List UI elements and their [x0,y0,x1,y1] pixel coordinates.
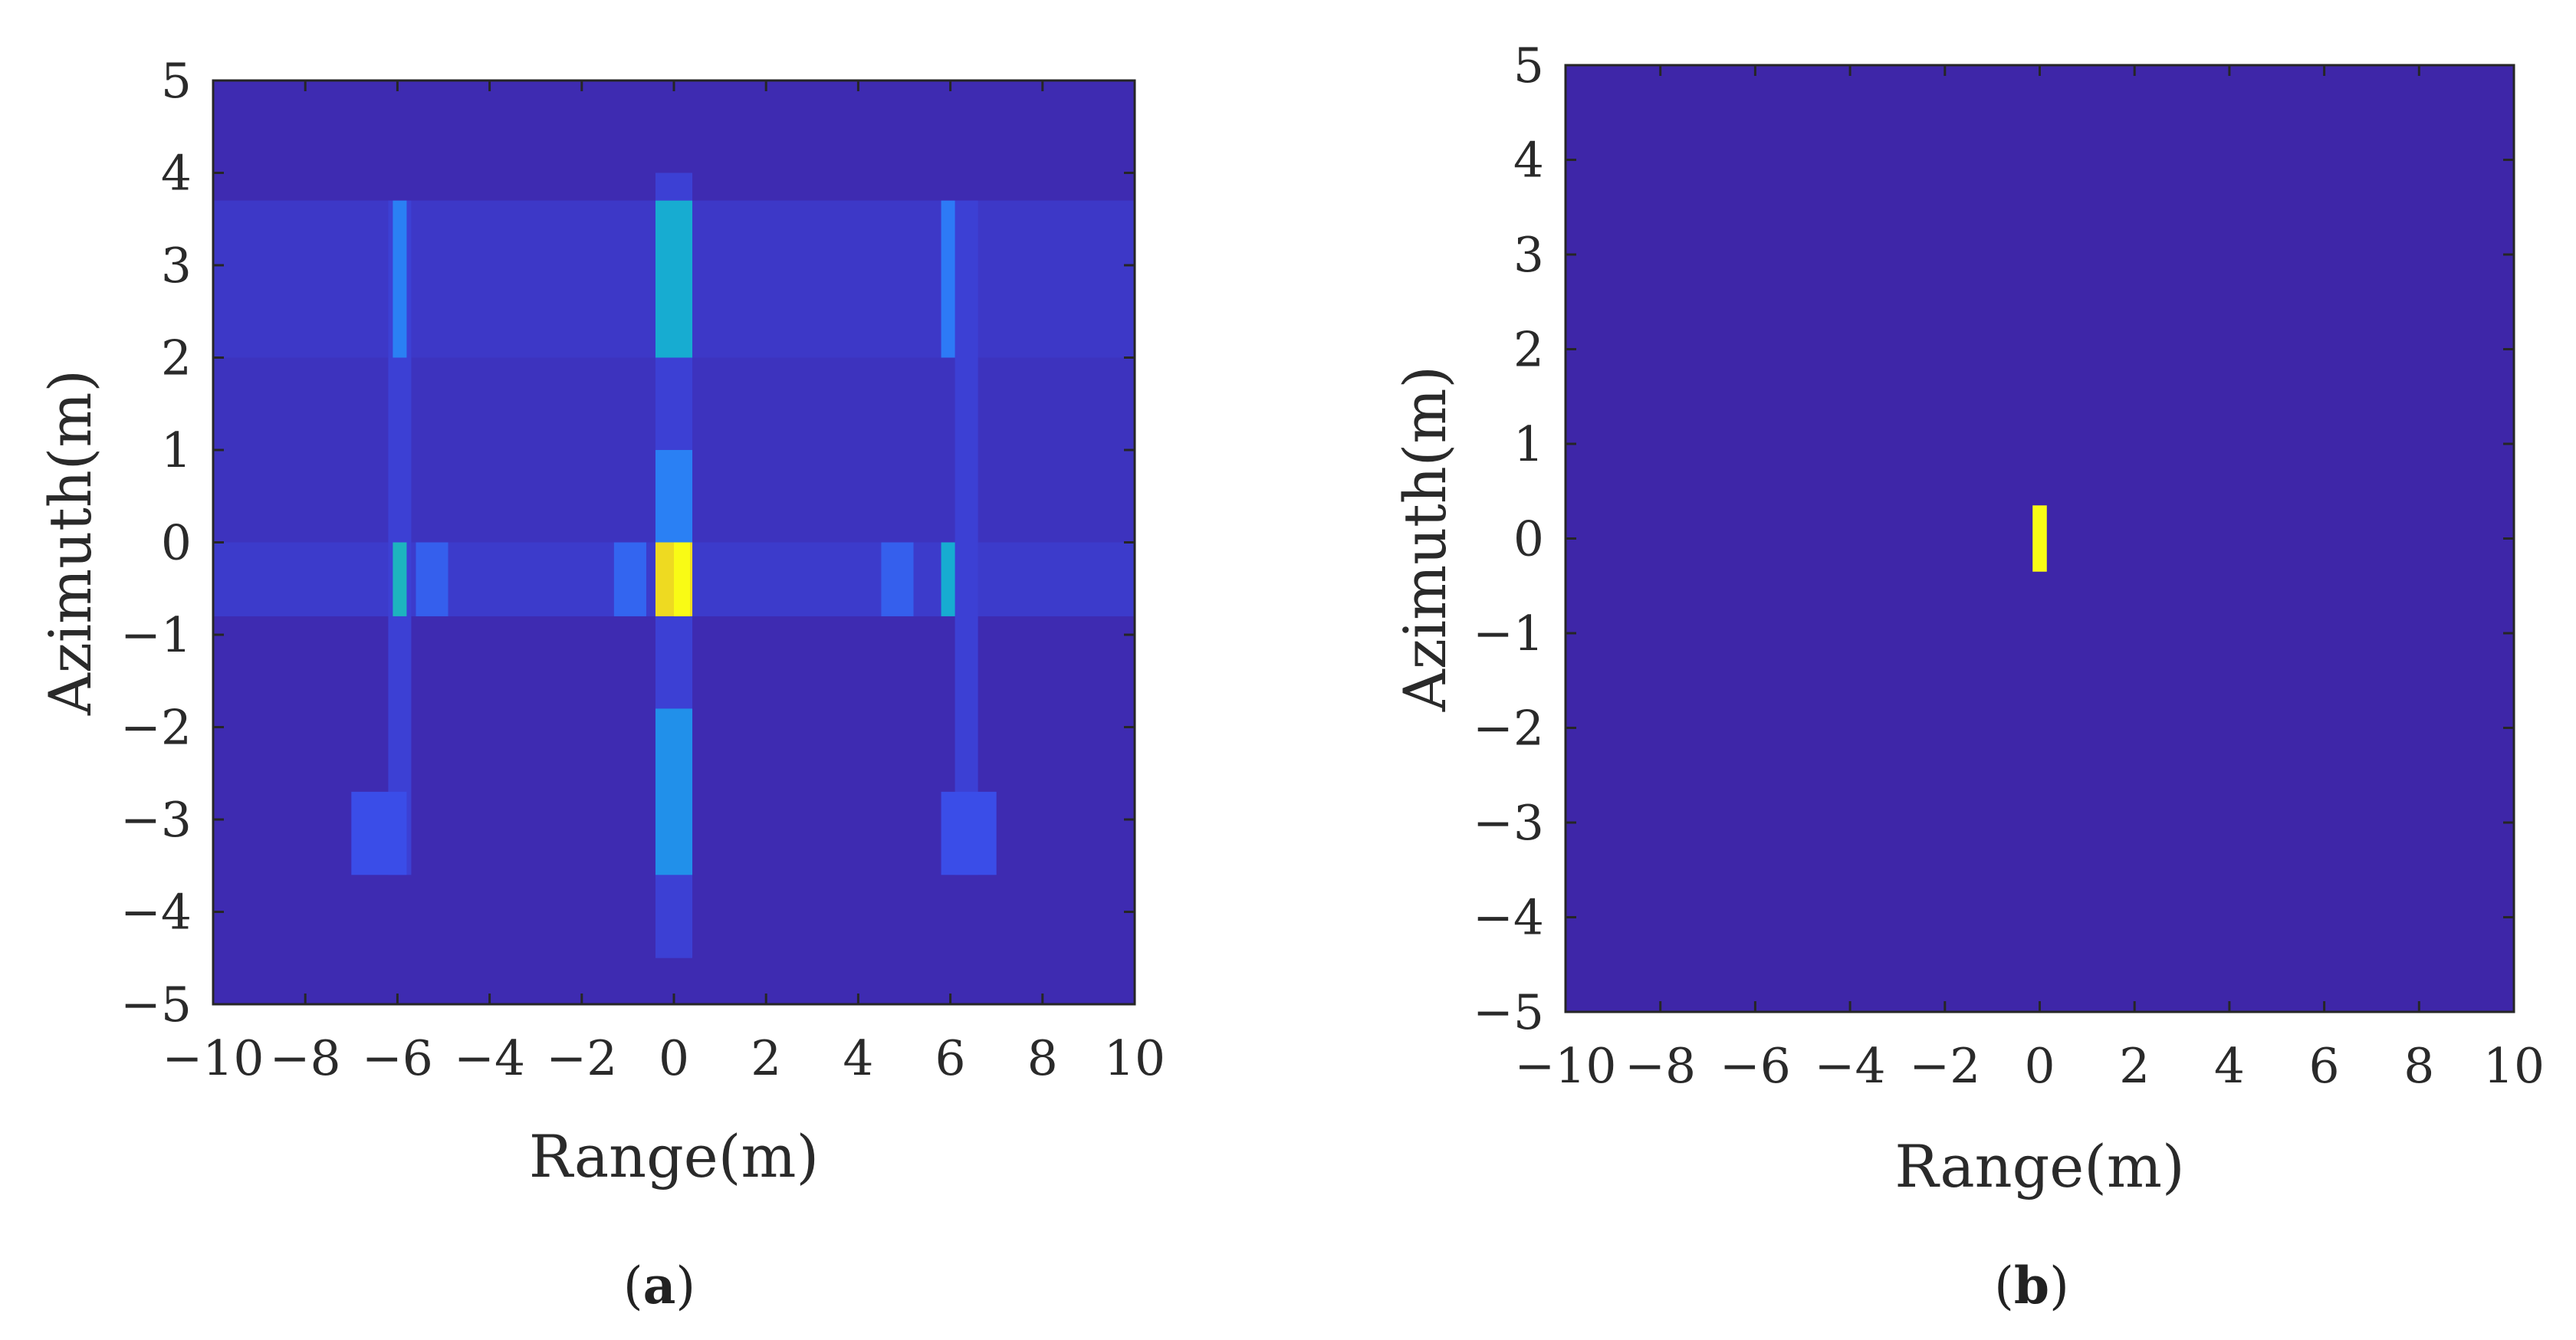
heatmap-cell [941,542,955,616]
y-tick-label: −3 [1473,795,1544,851]
heatmap-cell [881,542,914,616]
x-tick-label: 4 [843,1030,873,1086]
x-tick-label: 8 [2404,1038,2434,1094]
x-tick-label: 8 [1027,1030,1058,1086]
y-tick-label: −4 [120,885,192,941]
x-tick-label: −4 [454,1030,525,1086]
y-tick-label: 5 [1513,38,1544,94]
heatmap-cell [613,542,646,616]
y-tick-label: −2 [120,700,192,756]
y-tick-label: 0 [161,515,192,571]
x-tick-label: −8 [1625,1038,1696,1094]
x-tick-label: −2 [546,1030,617,1086]
heatmap-cell [393,542,407,616]
heatmap-cell [416,542,449,616]
heatmap-cell [674,542,691,616]
x-tick-label: 6 [2309,1038,2340,1094]
x-tick-label: 0 [659,1030,689,1086]
y-tick-label: 0 [1513,511,1544,567]
x-tick-label: 4 [2214,1038,2245,1094]
x-tick-label: −10 [1515,1038,1617,1094]
x-tick-label: −10 [163,1030,264,1086]
panel-caption: (a) [623,1256,695,1315]
x-axis-label: Range(m) [1894,1132,2184,1200]
x-tick-label: −4 [1815,1038,1886,1094]
y-tick-label: 1 [1513,416,1544,472]
x-tick-label: −6 [362,1030,433,1086]
y-tick-label: −1 [120,607,192,663]
y-tick-label: 4 [1513,133,1544,189]
heatmap-cell [655,450,693,543]
x-axis-label: Range(m) [529,1122,819,1191]
x-tick-label: 10 [1104,1030,1165,1086]
panel-caption-letter: a [643,1256,676,1315]
heatmap-cell [2032,505,2047,572]
y-axis-label: Azimuth(m) [36,369,104,716]
y-tick-label: −3 [120,792,192,848]
y-tick-label: −4 [1473,890,1544,946]
y-tick-label: 3 [161,238,192,294]
x-tick-label: 0 [2024,1038,2055,1094]
y-tick-label: 2 [1513,322,1544,378]
x-tick-label: −8 [270,1030,341,1086]
x-tick-label: 6 [935,1030,966,1086]
heatmap-cell [655,708,693,875]
y-tick-label: −5 [1473,984,1544,1040]
x-tick-label: 2 [751,1030,781,1086]
heatmap-cell [655,200,693,358]
x-tick-label: −6 [1720,1038,1791,1094]
x-tick-label: 2 [2119,1038,2150,1094]
y-tick-label: 4 [161,146,192,202]
heatmap-cell [393,200,407,358]
heatmap-cell [955,200,978,875]
y-tick-label: 3 [1513,227,1544,283]
heatmap-cell [941,200,955,358]
y-tick-label: −5 [120,977,192,1033]
panel-a: −10 −8 −6 −4 −2 0 2 4 6 8 10−5−4−3−2−1012345Range(… [36,53,1165,1315]
panel-b: −10 −8 −6 −4 −2 0 2 4 6 8 10−5−4−3−2−1012345Range(… [1391,38,2545,1315]
x-tick-label: 10 [2483,1038,2545,1094]
y-axis-label: Azimuth(m) [1391,366,1459,712]
y-tick-label: 1 [161,422,192,478]
y-tick-label: −1 [1473,606,1544,662]
panel-caption-letter: b [2014,1256,2049,1315]
y-tick-label: 5 [161,53,192,109]
y-tick-label: 2 [161,330,192,386]
heatmap-cell [351,791,407,875]
y-tick-label: −2 [1473,701,1544,757]
heatmap-cell [941,791,997,875]
x-tick-label: −2 [1909,1038,1980,1094]
panel-caption: (b) [1994,1256,2069,1315]
